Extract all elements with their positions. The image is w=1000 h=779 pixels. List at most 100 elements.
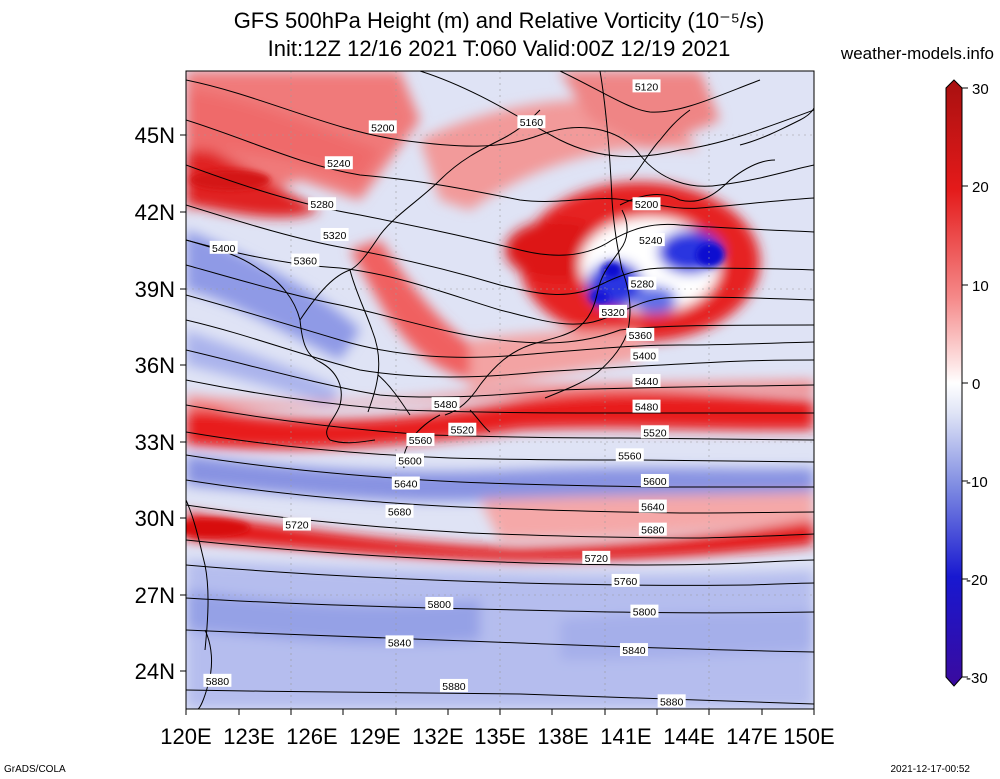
contour-label-background xyxy=(425,596,454,610)
contour-label: 5680 xyxy=(641,525,665,537)
contour-label-background xyxy=(439,678,468,692)
contour-label-background xyxy=(391,476,420,490)
contour-label: 5400 xyxy=(212,243,236,255)
lon-label: 144E xyxy=(663,724,714,749)
contour-label: 5160 xyxy=(520,117,544,129)
contour-label: 5120 xyxy=(635,81,659,93)
contour-label: 5800 xyxy=(633,607,657,619)
contour-label-background xyxy=(448,422,477,436)
lat-label: 39N xyxy=(135,277,175,302)
contour-label-background xyxy=(291,253,320,267)
contour-label: 5680 xyxy=(388,507,412,519)
lon-label: 150E xyxy=(783,724,834,749)
contour-label-background xyxy=(324,156,353,170)
contour-label-background xyxy=(209,240,238,254)
contour-label: 5360 xyxy=(629,330,653,342)
contour-label-background xyxy=(308,197,337,211)
colorbar-tick: 10 xyxy=(972,278,989,295)
contour-label: 5520 xyxy=(451,425,475,437)
site-attribution: weather-models.info xyxy=(840,44,994,63)
contour-label-background xyxy=(406,432,435,446)
contour-label: 5240 xyxy=(327,158,351,170)
generated-timestamp: 2021-12-17-00:52 xyxy=(890,764,970,775)
contour-label-background xyxy=(320,227,349,241)
contour-label: 5880 xyxy=(206,676,230,688)
contour-label: 5640 xyxy=(394,479,418,491)
contour-label-background xyxy=(385,504,414,518)
contour-label-background xyxy=(395,453,424,467)
contour-label: 5760 xyxy=(614,576,638,588)
lon-label: 132E xyxy=(412,724,463,749)
lon-label: 141E xyxy=(600,724,651,749)
contour-label-background xyxy=(582,550,611,564)
lat-label: 27N xyxy=(135,583,175,608)
contour-label: 5640 xyxy=(641,502,665,514)
contour-label-background xyxy=(632,79,661,93)
colorbar-scale xyxy=(945,79,963,687)
contour-label: 5840 xyxy=(388,637,412,649)
chart-subtitle: Init:12Z 12/16 2021 T:060 Valid:00Z 12/1… xyxy=(267,36,731,61)
contour-label: 5440 xyxy=(635,376,659,388)
colorbar-tick: -10 xyxy=(966,474,988,491)
lon-label: 123E xyxy=(223,724,274,749)
contour-label: 5600 xyxy=(398,455,422,467)
contour-label-background xyxy=(638,522,667,536)
colorbar-tick: 0 xyxy=(972,376,980,393)
contour-label: 5480 xyxy=(434,399,458,411)
lat-label: 30N xyxy=(135,506,175,531)
contour-label: 5560 xyxy=(409,435,433,447)
axis-ticks xyxy=(180,134,815,715)
contour-labels: 5120 5160 5200 5240 5280 5320 5360 5400 5200 5240… xyxy=(203,79,686,708)
colorbar: 30 20 10 0 -10 -20 -30 xyxy=(945,79,989,687)
contour-label: 5480 xyxy=(635,402,659,414)
lon-label: 135E xyxy=(474,724,525,749)
contour-label: 5840 xyxy=(622,645,646,657)
contour-label-background xyxy=(657,694,686,708)
lon-label: 147E xyxy=(726,724,777,749)
contour-label: 5320 xyxy=(601,307,625,319)
contour-label-background xyxy=(640,425,669,439)
lat-label: 36N xyxy=(135,353,175,378)
contour-label-background xyxy=(203,673,232,687)
colorbar-tick: 30 xyxy=(972,81,989,98)
contour-label-background xyxy=(636,233,665,247)
contour-label-background xyxy=(630,348,659,362)
colorbar-tick: -20 xyxy=(966,572,988,589)
vorticity-field xyxy=(186,71,814,709)
lat-label: 24N xyxy=(135,659,175,684)
contour-label-background xyxy=(628,276,657,290)
contour-label-background xyxy=(611,573,640,587)
contour-label-background xyxy=(599,304,628,318)
lat-label: 45N xyxy=(135,123,175,148)
contour-label-background xyxy=(632,399,661,413)
contour-label: 5800 xyxy=(428,599,452,611)
contour-label: 5600 xyxy=(643,476,667,488)
contour-label: 5360 xyxy=(294,256,318,268)
contour-label: 5280 xyxy=(310,199,334,211)
lon-label: 120E xyxy=(160,724,211,749)
colorbar-tick: -30 xyxy=(966,670,988,687)
contour-label-background xyxy=(368,120,397,134)
contour-label-background xyxy=(638,499,667,513)
colorbar-tick: 20 xyxy=(972,179,989,196)
contour-label-background xyxy=(632,374,661,388)
contour-label-background xyxy=(431,397,460,411)
latitude-labels: 45N 42N 39N 36N 33N 30N 27N 24N xyxy=(135,123,175,684)
contour-label: 5200 xyxy=(635,199,659,211)
lon-label: 129E xyxy=(349,724,400,749)
lon-label: 138E xyxy=(537,724,588,749)
contour-label: 5880 xyxy=(660,696,684,708)
contour-label: 5520 xyxy=(643,427,667,439)
contour-label: 5280 xyxy=(631,279,655,291)
contour-label-background xyxy=(630,604,659,618)
contour-label-background xyxy=(615,448,644,462)
contour-label: 5240 xyxy=(639,235,663,247)
contour-label: 5720 xyxy=(285,520,309,532)
contour-label: 5320 xyxy=(323,230,347,242)
longitude-labels: 120E 123E 126E 129E 132E 135E 138E 141E … xyxy=(160,724,834,749)
contour-label-background xyxy=(632,197,661,211)
contour-label: 5720 xyxy=(585,553,609,565)
contour-label-background xyxy=(626,327,655,341)
contour-label-background xyxy=(517,115,546,129)
